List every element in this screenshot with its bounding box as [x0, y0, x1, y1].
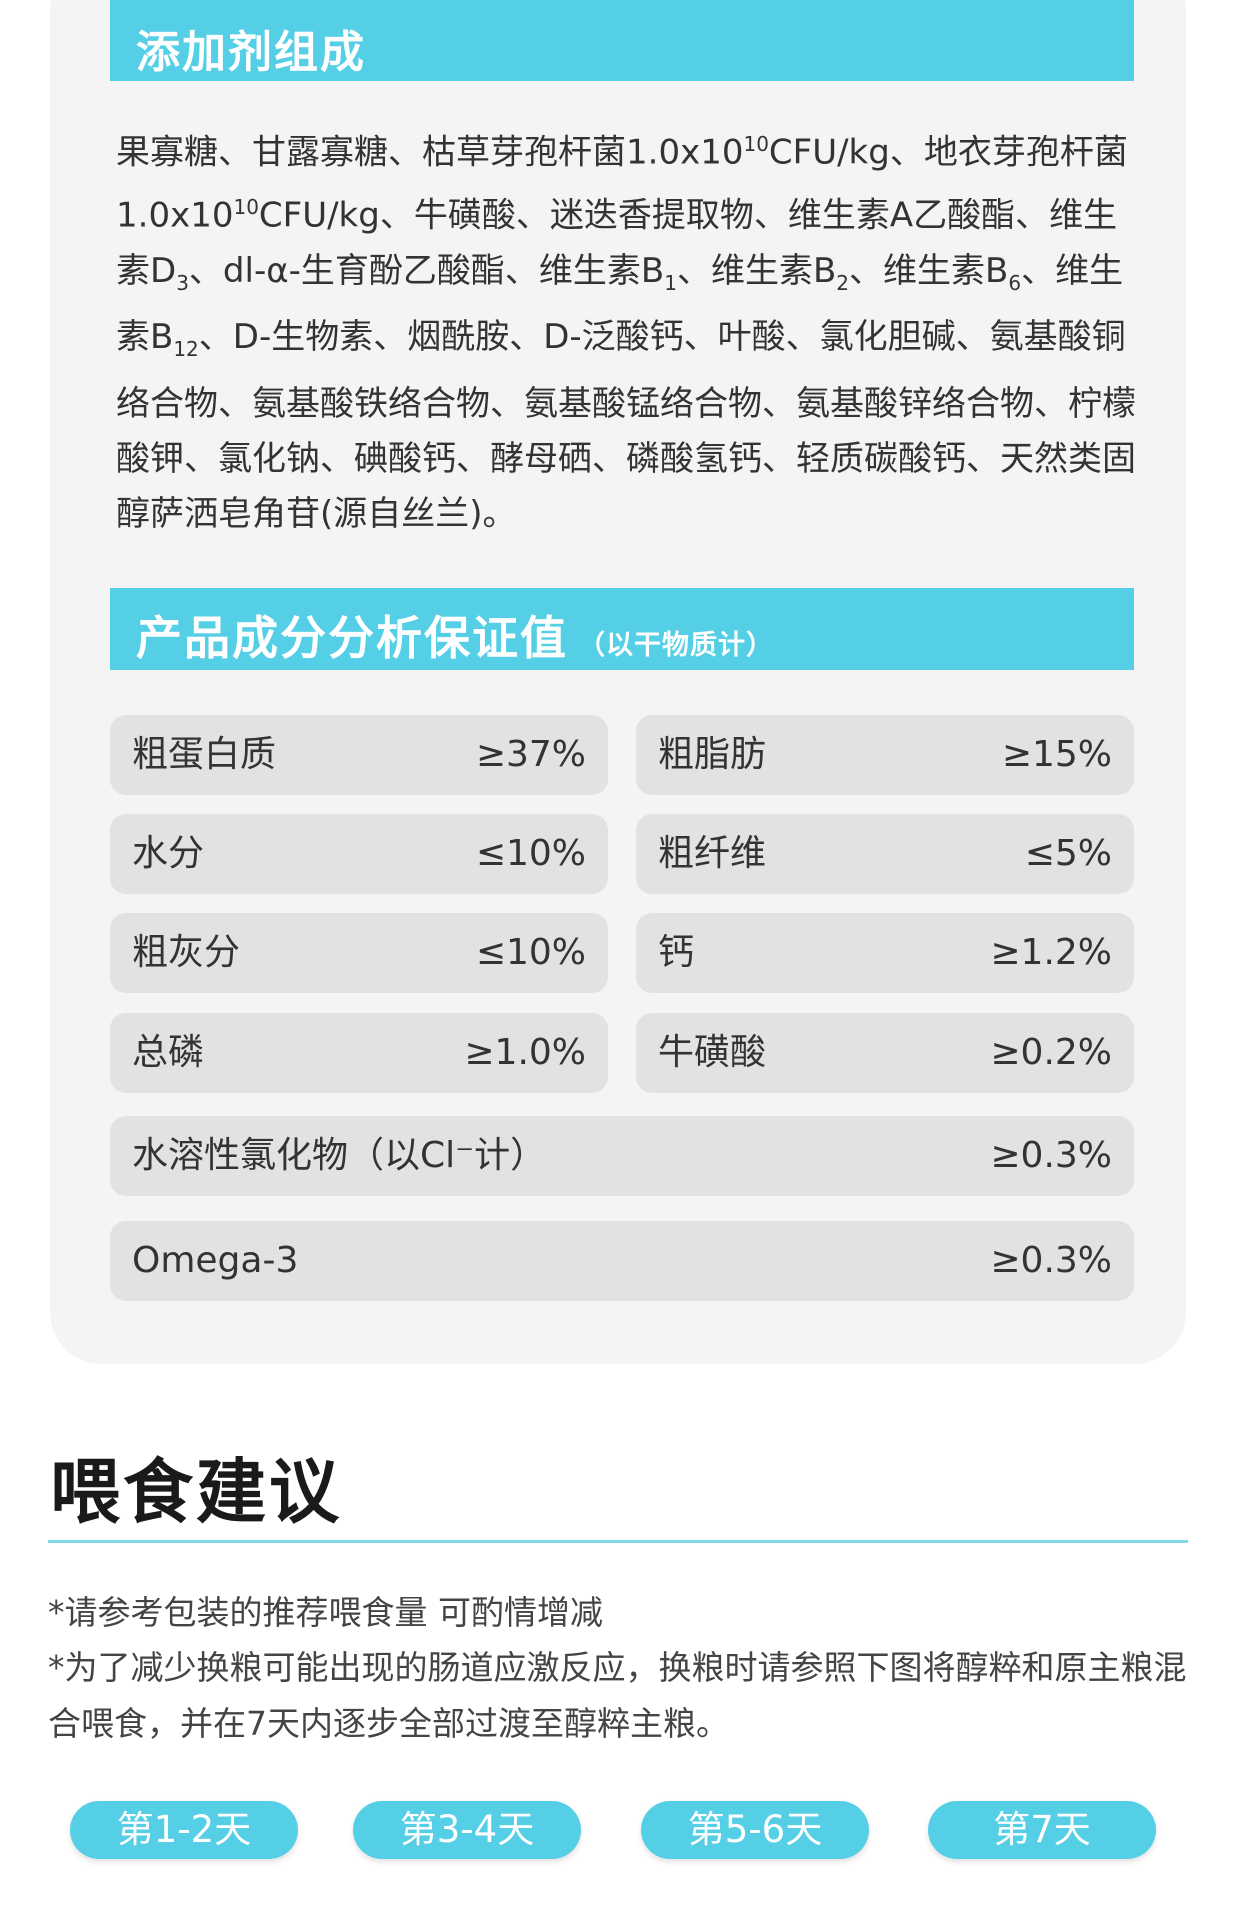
analysis-row-moisture: 水分 ≤10% [110, 814, 608, 894]
analysis-row-total-phosphorus: 总磷 ≥1.0% [110, 1013, 608, 1093]
analysis-row-chloride: 水溶性氯化物（以Cl⁻计） ≥0.3% [110, 1116, 1134, 1196]
analysis-row-crude-protein: 粗蛋白质 ≥37% [110, 715, 608, 795]
row-label: 粗蛋白质 [132, 734, 277, 775]
analysis-row-crude-fat: 粗脂肪 ≥15% [636, 715, 1134, 795]
analysis-row-crude-fiber: 粗纤维 ≤5% [636, 814, 1134, 894]
analysis-title: 产品成分分析保证值 （以干物质计） [136, 611, 774, 665]
day-pill-3-4: 第3-4天 [353, 1801, 581, 1859]
row-label: 水分 [132, 833, 205, 874]
row-label: 粗脂肪 [658, 734, 767, 775]
row-label: 粗灰分 [132, 932, 241, 973]
row-value: ≥0.3% [990, 1135, 1112, 1176]
additives-ingredients: 果寡糖、甘露寡糖、枯草芽孢杆菌1.0x1010CFU/kg、地衣芽孢杆菌1.0x… [116, 132, 1136, 535]
row-value: ≥0.2% [990, 1032, 1112, 1073]
row-label: 牛磺酸 [658, 1032, 767, 1073]
day-pill-1-2: 第1-2天 [70, 1801, 298, 1859]
row-value: ≤5% [1024, 833, 1112, 874]
row-label: 粗纤维 [658, 833, 767, 874]
analysis-row-crude-ash: 粗灰分 ≤10% [110, 913, 608, 993]
analysis-banner: 产品成分分析保证值 （以干物质计） [110, 588, 1134, 670]
analysis-row-taurine: 牛磺酸 ≥0.2% [636, 1013, 1134, 1093]
row-label: 钙 [658, 932, 695, 973]
row-value: ≥1.0% [464, 1032, 586, 1073]
row-value: ≥37% [475, 734, 586, 775]
additives-title: 添加剂组成 [136, 27, 366, 78]
analysis-subtitle: （以干物质计） [578, 630, 774, 661]
row-value: ≤10% [475, 833, 586, 874]
row-label: Omega-3 [132, 1240, 299, 1281]
row-value: ≤10% [475, 932, 586, 973]
row-value: ≥1.2% [990, 932, 1112, 973]
row-label: 水溶性氯化物（以Cl⁻计） [132, 1135, 547, 1176]
analysis-row-omega3: Omega-3 ≥0.3% [110, 1221, 1134, 1301]
analysis-row-calcium: 钙 ≥1.2% [636, 913, 1134, 993]
additives-banner: 添加剂组成 [110, 0, 1134, 81]
feeding-note-2: *为了减少换粮可能出现的肠道应激反应，换粮时请参照下图将醇粹和原主粮混合喂食，并… [48, 1648, 1187, 1743]
row-value: ≥15% [1001, 734, 1112, 775]
feeding-heading: 喂食建议 [50, 1451, 342, 1533]
row-label: 总磷 [132, 1032, 205, 1073]
feeding-note-1: *请参考包装的推荐喂食量 可酌情增减 [48, 1593, 603, 1632]
heading-divider [48, 1540, 1188, 1543]
row-value: ≥0.3% [990, 1240, 1112, 1281]
day-pill-5-6: 第5-6天 [641, 1801, 869, 1859]
day-pill-7: 第7天 [928, 1801, 1156, 1859]
